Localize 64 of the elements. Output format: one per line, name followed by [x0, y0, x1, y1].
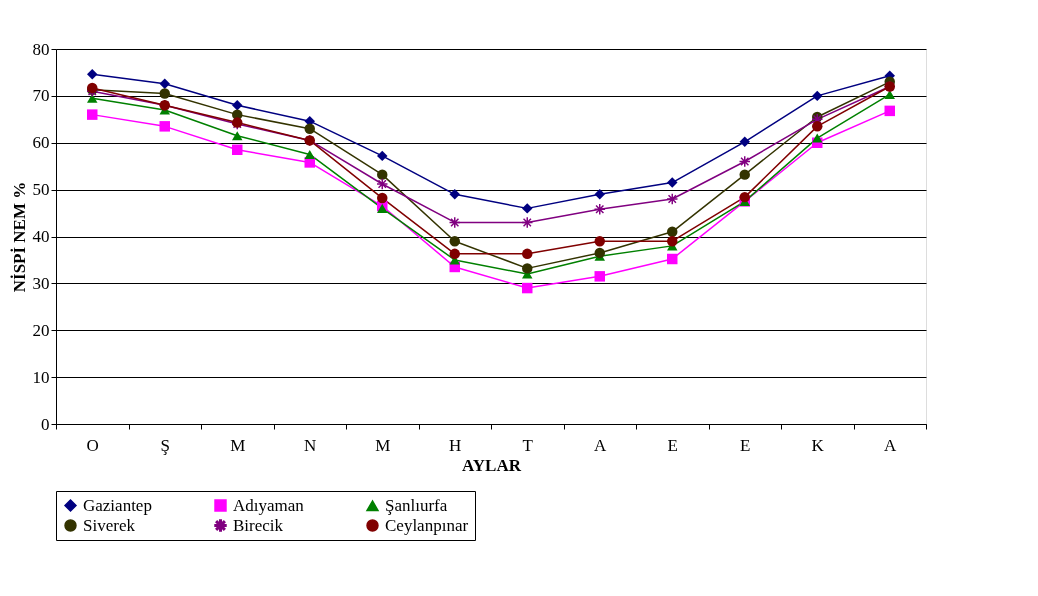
point	[377, 192, 388, 204]
y-tick-label: 0	[41, 414, 50, 434]
legend-label: Şanlıurfa	[385, 495, 448, 515]
y-tick-label: 70	[32, 86, 50, 106]
legend-label: Siverek	[83, 515, 136, 535]
point	[304, 149, 315, 160]
y-tick-label: 30	[32, 273, 50, 293]
point	[812, 133, 823, 143]
point	[449, 235, 460, 247]
x-tick-label: K	[811, 435, 825, 455]
legend-label: Birecik	[233, 515, 284, 535]
x-tick-label: N	[304, 435, 317, 455]
point	[594, 271, 605, 282]
point	[159, 78, 170, 89]
x-tick-label: E	[740, 435, 751, 455]
point	[667, 253, 678, 265]
point	[594, 235, 605, 247]
point	[884, 105, 895, 117]
point	[667, 235, 678, 247]
point	[812, 90, 823, 102]
y-tick-label: 80	[32, 39, 50, 59]
y-axis-title: NİSPİ NEM %	[9, 181, 29, 293]
y-tick-label: 40	[32, 227, 50, 246]
point	[449, 189, 460, 200]
point	[232, 144, 243, 156]
legend-label: Gaziantep	[83, 495, 152, 515]
x-tick-label: T	[522, 435, 534, 455]
x-tick-label: M	[230, 435, 246, 455]
point	[739, 191, 750, 203]
point	[159, 121, 170, 132]
point	[739, 169, 750, 180]
point	[232, 100, 243, 111]
point	[522, 282, 533, 294]
point	[594, 189, 605, 200]
x-tick-label: O	[86, 435, 99, 455]
point	[377, 150, 388, 162]
point	[232, 131, 243, 141]
point	[667, 177, 678, 188]
x-tick-label: E	[667, 435, 678, 455]
legend-label: Adıyaman	[233, 495, 305, 515]
y-tick-label: 20	[32, 320, 50, 340]
point	[667, 226, 678, 238]
y-tick-label: 60	[32, 133, 50, 153]
legend-label: Ceylanpınar	[385, 515, 469, 535]
x-tick-label: A	[594, 435, 608, 455]
x-tick-label: M	[375, 435, 391, 455]
point	[522, 248, 533, 260]
point	[304, 123, 315, 134]
y-tick-label: 10	[32, 367, 50, 387]
point	[812, 121, 823, 132]
point	[159, 88, 170, 99]
point	[449, 248, 460, 260]
point	[522, 203, 533, 214]
x-tick-label: H	[449, 435, 462, 455]
point	[594, 247, 605, 259]
x-axis-title: AYLAR	[462, 455, 522, 475]
x-tick-label: A	[884, 435, 898, 455]
x-tick-label: Ş	[160, 435, 170, 455]
point	[739, 136, 750, 148]
point	[377, 169, 388, 180]
point	[522, 263, 533, 274]
y-tick-label: 50	[32, 180, 50, 200]
point	[87, 109, 98, 120]
point	[87, 69, 98, 80]
